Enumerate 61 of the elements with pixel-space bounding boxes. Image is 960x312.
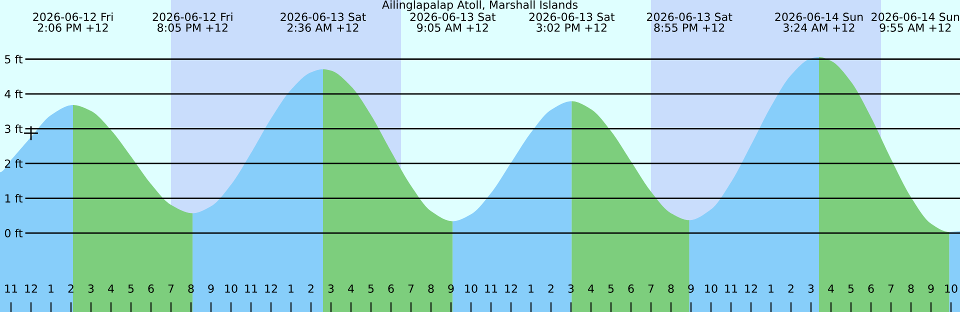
y-tick-label: 3 ft (5, 124, 23, 134)
x-tick-label: 12 (265, 284, 277, 293)
x-tick-label: 9 (928, 284, 934, 293)
x-tick-label: 10 (225, 284, 238, 293)
y-tick-label: 1 ft (5, 194, 23, 202)
x-tick-label: 7 (168, 284, 174, 293)
x-tick-label: 1 (48, 284, 54, 293)
x-tick-label: 7 (648, 284, 654, 293)
x-tick-label: 3 (88, 284, 94, 293)
annotation: 2026-06-13 Sat 2:36 AM +12 (280, 12, 366, 32)
x-tick-label: 7 (408, 284, 414, 293)
x-tick-label: 5 (368, 284, 374, 293)
x-tick-label: 5 (128, 284, 134, 293)
annotation: 2026-06-14 Sun 9:55 AM +12 (872, 12, 960, 32)
x-tick-label: 4 (828, 284, 834, 293)
annotation: 2026-06-13 Sat 9:05 AM +12 (410, 12, 496, 32)
y-tick-label: 4 ft (4, 90, 23, 98)
x-tick-label: 8 (668, 284, 674, 293)
annotation: 2026-06-13 Sat 8:55 PM +12 (646, 12, 732, 32)
x-tick-label: 6 (388, 284, 394, 293)
x-tick-label: 7 (888, 284, 894, 293)
x-tick-label: 11 (245, 284, 258, 293)
chart-title: Ailinglapalap Atoll, Marshall Islands (382, 0, 578, 12)
x-tick-label: 8 (428, 284, 434, 293)
x-tick-label: 12 (25, 284, 37, 293)
x-tick-label: 1 (528, 284, 534, 293)
x-tick-label: 1 (768, 284, 774, 293)
y-tick-label: 2 ft (4, 159, 23, 168)
x-tick-label: 4 (588, 284, 594, 293)
x-tick-label: 10 (945, 284, 958, 293)
x-tick-label: 11 (485, 284, 498, 293)
x-tick-label: 3 (328, 284, 334, 293)
x-tick-label: 1 (288, 284, 294, 293)
x-tick-label: 12 (505, 284, 517, 293)
y-tick-label: 0 ft (4, 228, 23, 238)
x-tick-label: 3 (808, 284, 814, 293)
annotation: 2026-06-12 Fri 2:06 PM +12 (33, 12, 113, 32)
x-tick-label: 5 (608, 284, 614, 293)
x-tick-label: 6 (148, 284, 154, 293)
x-tick-label: 11 (725, 284, 738, 293)
y-tick-label: 5 ft (5, 54, 23, 64)
x-tick-label: 2 (68, 284, 74, 293)
x-tick-label: 9 (688, 284, 694, 293)
x-tick-label: 2 (308, 284, 314, 293)
x-tick-label: 2 (548, 284, 554, 293)
annotation: 2026-06-13 Sat 3:02 PM +12 (529, 12, 615, 32)
x-tick-label: 4 (108, 284, 114, 293)
x-tick-label: 6 (628, 284, 634, 293)
annotation: 2026-06-12 Fri 8:05 PM +12 (152, 12, 232, 32)
x-tick-label: 11 (5, 284, 18, 293)
x-tick-label: 10 (705, 284, 718, 293)
x-tick-label: 3 (568, 284, 574, 293)
annotation: 2026-06-14 Sun 3:24 AM +12 (775, 12, 863, 32)
x-tick-label: 8 (908, 284, 914, 293)
x-tick-label: 2 (788, 284, 794, 293)
x-tick-label: 4 (348, 284, 354, 293)
x-tick-label: 10 (465, 284, 478, 293)
x-tick-label: 5 (848, 284, 854, 293)
x-tick-label: 12 (745, 284, 757, 293)
x-tick-label: 6 (868, 284, 874, 293)
x-tick-label: 9 (208, 284, 214, 293)
